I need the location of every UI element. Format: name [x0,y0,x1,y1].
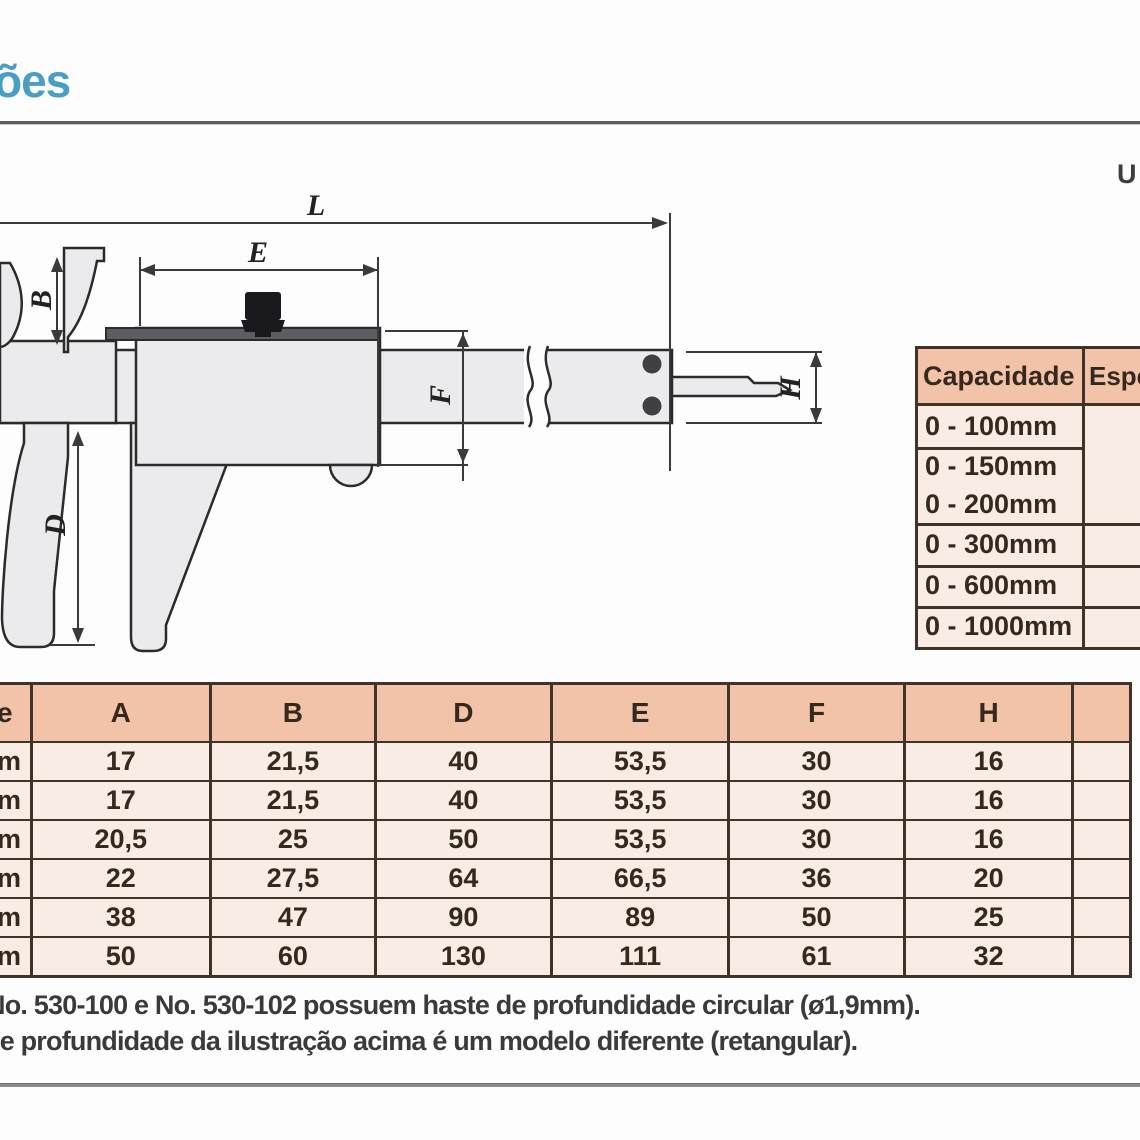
table-row: m 22 27,5 64 66,5 36 20 [0,858,1132,899]
header-h: H [902,682,1075,743]
header-f: F [727,682,906,743]
header-e: E [549,682,731,743]
fixed-lower-jaw [0,421,70,649]
header-d: D [373,682,553,743]
capacity-row: 0 - 100mm [925,411,1058,441]
title-divider [0,121,1140,125]
capacity-row: 0 - 600mm [925,570,1058,600]
capacity-table: Capacidade Espes 0 - 100mm 0 - 150mm 0 -… [915,346,1140,650]
capacity-row: 0 - 1000mm [925,611,1073,641]
page-title: ões [0,55,71,107]
dimension-lines [0,213,822,646]
dimensions-table-header-row: e A B D E F H [0,682,1132,743]
table-row: m 17 21,5 40 53,5 30 16 [0,741,1132,782]
header-a: A [29,682,212,743]
header-b: B [208,682,377,743]
footnote-line-2: de profundidade da ilustração acima é um… [0,1026,858,1056]
thickness-column-header: Espes [1089,360,1140,391]
caliper-diagram: L E B D F H [0,195,822,653]
capacity-table-header-bg [915,346,1140,406]
slider-top-strip [105,327,381,341]
capacity-row: 0 - 300mm [925,528,1058,559]
dim-label-e: E [247,236,268,269]
capacity-row: 0 - 200mm [925,488,1058,519]
thumb-screw [241,292,285,337]
upper-jaw-left [0,261,23,349]
header-right-partial [1071,682,1132,743]
depth-rod [670,375,793,398]
table-row: m 20,5 25 50 53,5 30 16 [0,819,1132,860]
footnote-line-1: No. 530-100 e No. 530-102 possuem haste … [0,990,921,1020]
rivet [642,354,662,374]
dim-label-h: H [774,375,807,401]
upper-jaw-blade [62,246,106,354]
table-row: m 17 21,5 40 53,5 30 16 [0,780,1132,821]
moving-lower-jaw [129,421,240,653]
capacity-row: 0 - 150mm [925,450,1058,481]
slider-finger-rest [328,463,374,488]
table-row: m 50 60 130 111 61 32 [0,936,1132,978]
bottom-divider [0,1083,1140,1087]
dimensions-table: e A B D E F H m 17 21,5 40 53,5 30 16 [0,682,1132,978]
header-capacity-partial: e [0,682,33,743]
capacity-column-header: Capacidade [923,360,1075,391]
fixed-head [0,339,118,425]
dim-label-d: D [39,514,72,537]
table-row: m 38 47 90 89 50 25 [0,897,1132,938]
dim-label-l: L [306,195,325,222]
slider-body [134,326,382,467]
beam-break-line [544,345,552,428]
rivet [642,396,662,416]
beam-break-line [526,345,534,428]
unit-note: U [1117,159,1137,189]
dim-label-f: F [424,385,457,406]
dim-label-b: B [25,290,58,311]
